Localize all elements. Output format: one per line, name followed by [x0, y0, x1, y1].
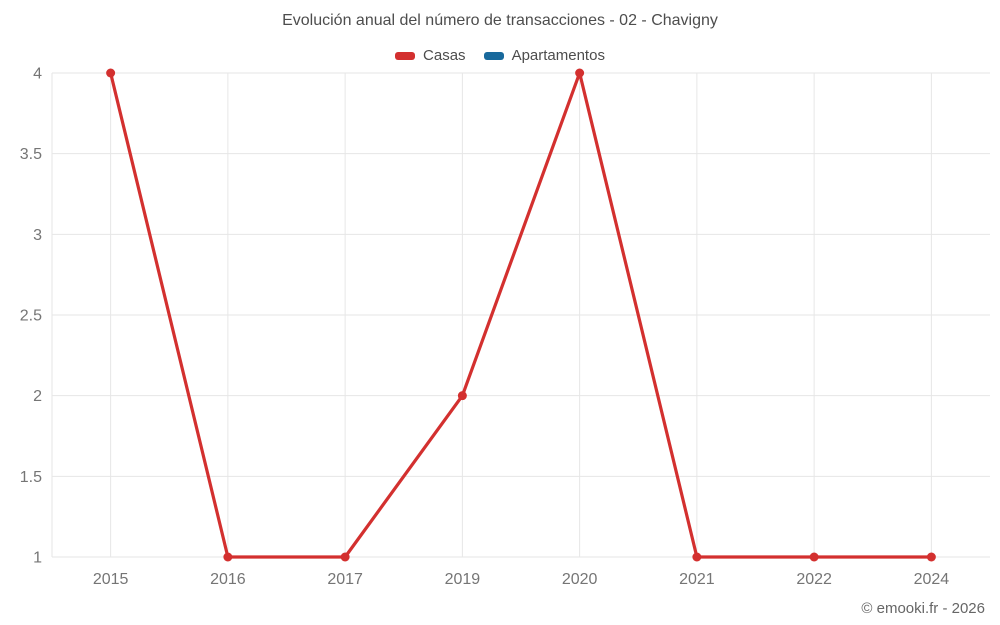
legend-item-apartamentos[interactable]: Apartamentos [483, 47, 605, 64]
copyright-footer: © emooki.fr - 2026 [861, 600, 985, 617]
data-point-casas-2021[interactable] [692, 552, 702, 562]
x-tick-label: 2017 [327, 571, 363, 588]
chart-title: Evolución anual del número de transaccio… [282, 12, 718, 29]
legend-label: Apartamentos [511, 47, 605, 64]
y-tick-label: 3.5 [20, 146, 42, 163]
x-tick-label: 2020 [562, 571, 598, 588]
legend-swatch-apartamentos [483, 51, 504, 60]
chart-legend: Casas Apartamentos [0, 47, 1000, 64]
data-point-casas-2015[interactable] [106, 68, 116, 78]
x-tick-label: 2021 [679, 571, 715, 588]
x-tick-label: 2024 [914, 571, 950, 588]
legend-item-casas[interactable]: Casas [395, 47, 466, 64]
y-tick-label: 2 [33, 388, 42, 405]
x-tick-label: 2016 [210, 571, 246, 588]
data-point-casas-2024[interactable] [926, 552, 936, 562]
y-tick-label: 2.5 [20, 308, 42, 325]
x-tick-label: 2022 [796, 571, 832, 588]
data-point-casas-2016[interactable] [223, 552, 233, 562]
legend-label: Casas [423, 47, 466, 64]
legend-swatch-casas [395, 51, 416, 60]
series-line-casas [109, 71, 933, 559]
x-tick-label: 2019 [445, 571, 481, 588]
data-point-casas-2019[interactable] [457, 391, 467, 401]
x-tick-label: 2015 [93, 571, 129, 588]
data-point-casas-2020[interactable] [575, 68, 585, 78]
data-point-casas-2017[interactable] [340, 552, 350, 562]
y-tick-label: 3 [33, 227, 42, 244]
y-tick-label: 1 [33, 550, 42, 567]
y-tick-label: 4 [33, 66, 42, 83]
data-point-casas-2022[interactable] [809, 552, 819, 562]
y-tick-label: 1.5 [20, 469, 42, 486]
